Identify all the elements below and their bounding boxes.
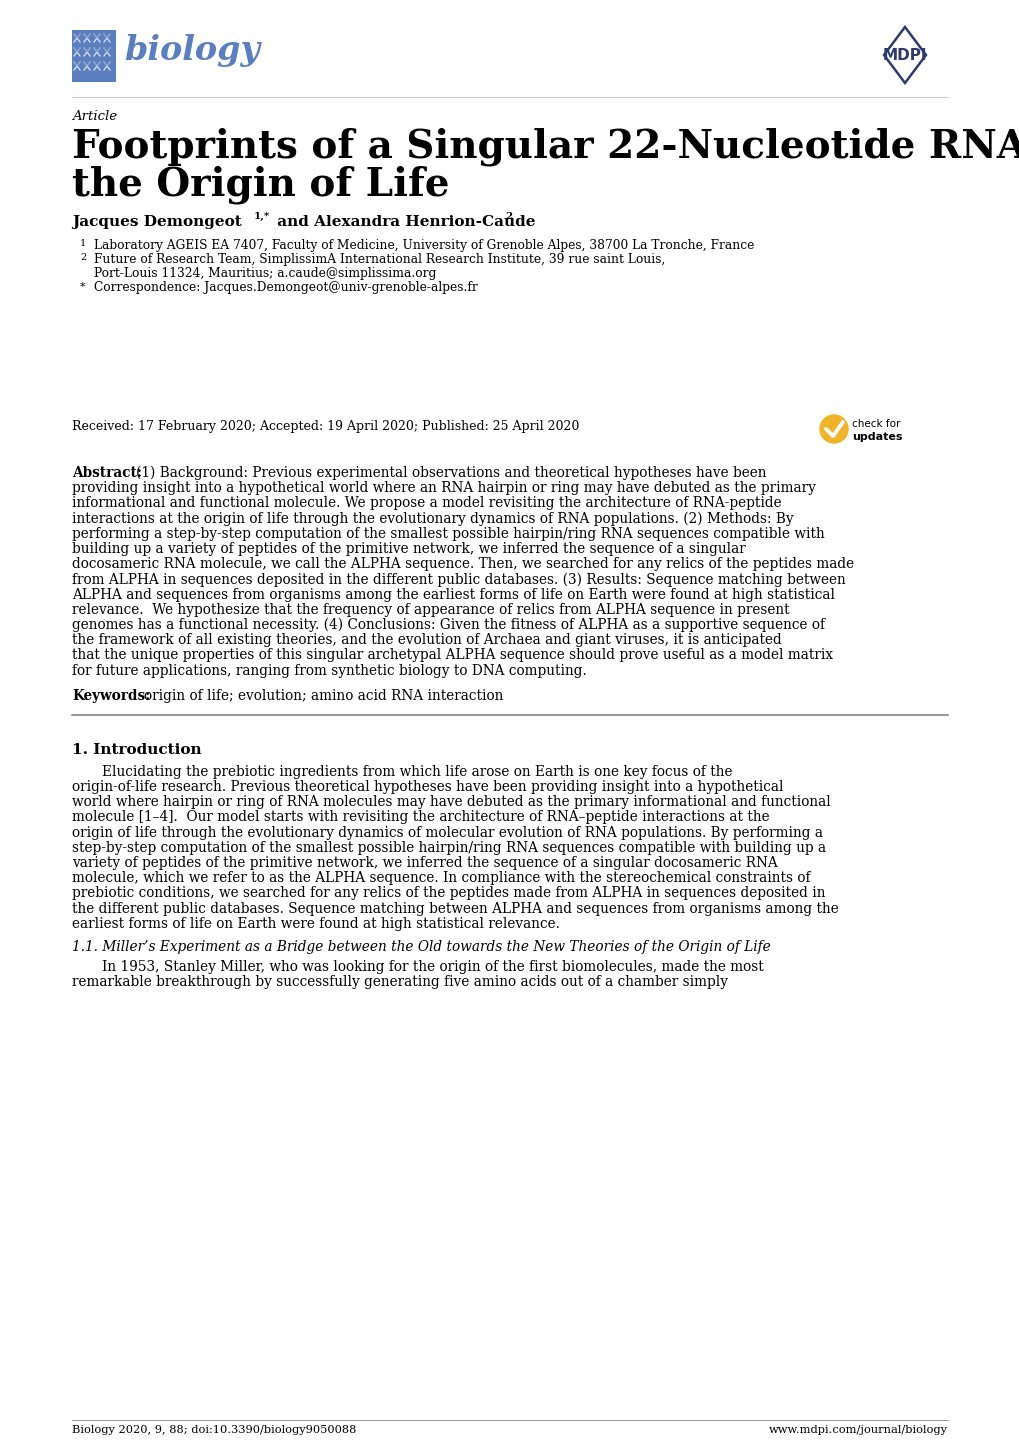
Text: molecule [1–4].  Our model starts with revisiting the architecture of RNA–peptid: molecule [1–4]. Our model starts with re… [72,810,769,825]
Text: updates: updates [851,433,902,443]
Text: Keywords:: Keywords: [72,689,150,702]
Text: Article: Article [72,110,117,123]
Text: docosameric RNA molecule, we call the ALPHA sequence. Then, we searched for any : docosameric RNA molecule, we call the AL… [72,557,853,571]
Text: 1.1. Miller’s Experiment as a Bridge between the Old towards the New Theories of: 1.1. Miller’s Experiment as a Bridge bet… [72,940,770,955]
Text: world where hairpin or ring of RNA molecules may have debuted as the primary inf: world where hairpin or ring of RNA molec… [72,795,829,809]
Text: *: * [79,281,86,291]
Text: check for: check for [851,420,900,430]
Text: interactions at the origin of life through the evolutionary dynamics of RNA popu: interactions at the origin of life throu… [72,512,793,526]
FancyBboxPatch shape [72,30,116,82]
Text: Jacques Demongeot: Jacques Demongeot [72,215,247,229]
Text: and Alexandra Henrion-Caude: and Alexandra Henrion-Caude [272,215,540,229]
Text: 2: 2 [79,254,87,262]
Text: 1. Introduction: 1. Introduction [72,743,202,757]
Text: Correspondence: Jacques.Demongeot@univ-grenoble-alpes.fr: Correspondence: Jacques.Demongeot@univ-g… [94,281,477,294]
Text: In 1953, Stanley Miller, who was looking for the origin of the first biomolecule: In 1953, Stanley Miller, who was looking… [102,960,763,973]
Text: Biology 2020, 9, 88; doi:10.3390/biology9050088: Biology 2020, 9, 88; doi:10.3390/biology… [72,1425,356,1435]
Circle shape [819,415,847,443]
Text: earliest forms of life on Earth were found at high statistical relevance.: earliest forms of life on Earth were fou… [72,917,559,930]
Text: relevance.  We hypothesize that the frequency of appearance of relics from ALPHA: relevance. We hypothesize that the frequ… [72,603,789,617]
Text: variety of peptides of the primitive network, we inferred the sequence of a sing: variety of peptides of the primitive net… [72,857,777,870]
Text: Received: 17 February 2020; Accepted: 19 April 2020; Published: 25 April 2020: Received: 17 February 2020; Accepted: 19… [72,420,579,433]
Text: 2: 2 [504,212,512,221]
Text: Footprints of a Singular 22-Nucleotide RNA Ring at: Footprints of a Singular 22-Nucleotide R… [72,127,1019,166]
Text: the framework of all existing theories, and the evolution of Archaea and giant v: the framework of all existing theories, … [72,633,781,647]
Text: Abstract:: Abstract: [72,466,142,480]
Text: origin of life; evolution; amino acid RNA interaction: origin of life; evolution; amino acid RN… [144,689,503,702]
Text: Laboratory AGEIS EA 7407, Faculty of Medicine, University of Grenoble Alpes, 387: Laboratory AGEIS EA 7407, Faculty of Med… [94,239,754,252]
Text: step-by-step computation of the smallest possible hairpin/ring RNA sequences com: step-by-step computation of the smallest… [72,841,825,855]
Text: ALPHA and sequences from organisms among the earliest forms of life on Earth wer: ALPHA and sequences from organisms among… [72,587,835,601]
Text: molecule, which we refer to as the ALPHA sequence. In compliance with the stereo: molecule, which we refer to as the ALPHA… [72,871,810,885]
Text: remarkable breakthrough by successfully generating five amino acids out of a cha: remarkable breakthrough by successfully … [72,975,728,989]
Text: origin of life through the evolutionary dynamics of molecular evolution of RNA p: origin of life through the evolutionary … [72,826,822,839]
Text: the Origin of Life: the Origin of Life [72,164,449,203]
Text: that the unique properties of this singular archetypal ALPHA sequence should pro: that the unique properties of this singu… [72,649,833,662]
Text: providing insight into a hypothetical world where an RNA hairpin or ring may hav: providing insight into a hypothetical wo… [72,482,815,495]
Text: for future applications, ranging from synthetic biology to DNA computing.: for future applications, ranging from sy… [72,663,586,678]
Text: biology: biology [124,35,260,66]
Text: informational and functional molecule. We propose a model revisiting the archite: informational and functional molecule. W… [72,496,781,510]
Text: from ALPHA in sequences deposited in the different public databases. (3) Results: from ALPHA in sequences deposited in the… [72,572,845,587]
Text: 1,*: 1,* [254,212,270,221]
Text: 1: 1 [79,239,87,248]
Text: performing a step-by-step computation of the smallest possible hairpin/ring RNA : performing a step-by-step computation of… [72,526,824,541]
Text: genomes has a functional necessity. (4) Conclusions: Given the fitness of ALPHA : genomes has a functional necessity. (4) … [72,619,824,633]
Text: prebiotic conditions, we searched for any relics of the peptides made from ALPHA: prebiotic conditions, we searched for an… [72,887,824,900]
Text: building up a variety of peptides of the primitive network, we inferred the sequ: building up a variety of peptides of the… [72,542,745,557]
Text: the different public databases. Sequence matching between ALPHA and sequences fr: the different public databases. Sequence… [72,901,838,916]
Text: Elucidating the prebiotic ingredients from which life arose on Earth is one key : Elucidating the prebiotic ingredients fr… [102,764,732,779]
Text: origin-of-life research. Previous theoretical hypotheses have been providing ins: origin-of-life research. Previous theore… [72,780,783,795]
Text: (1) Background: Previous experimental observations and theoretical hypotheses ha: (1) Background: Previous experimental ob… [136,466,765,480]
Text: Future of Research Team, SimplissimA International Research Institute, 39 rue sa: Future of Research Team, SimplissimA Int… [94,254,664,267]
Text: MDPI: MDPI [881,48,926,62]
Text: www.mdpi.com/journal/biology: www.mdpi.com/journal/biology [768,1425,947,1435]
Text: Port-Louis 11324, Mauritius; a.caude@simplissima.org: Port-Louis 11324, Mauritius; a.caude@sim… [94,267,436,280]
